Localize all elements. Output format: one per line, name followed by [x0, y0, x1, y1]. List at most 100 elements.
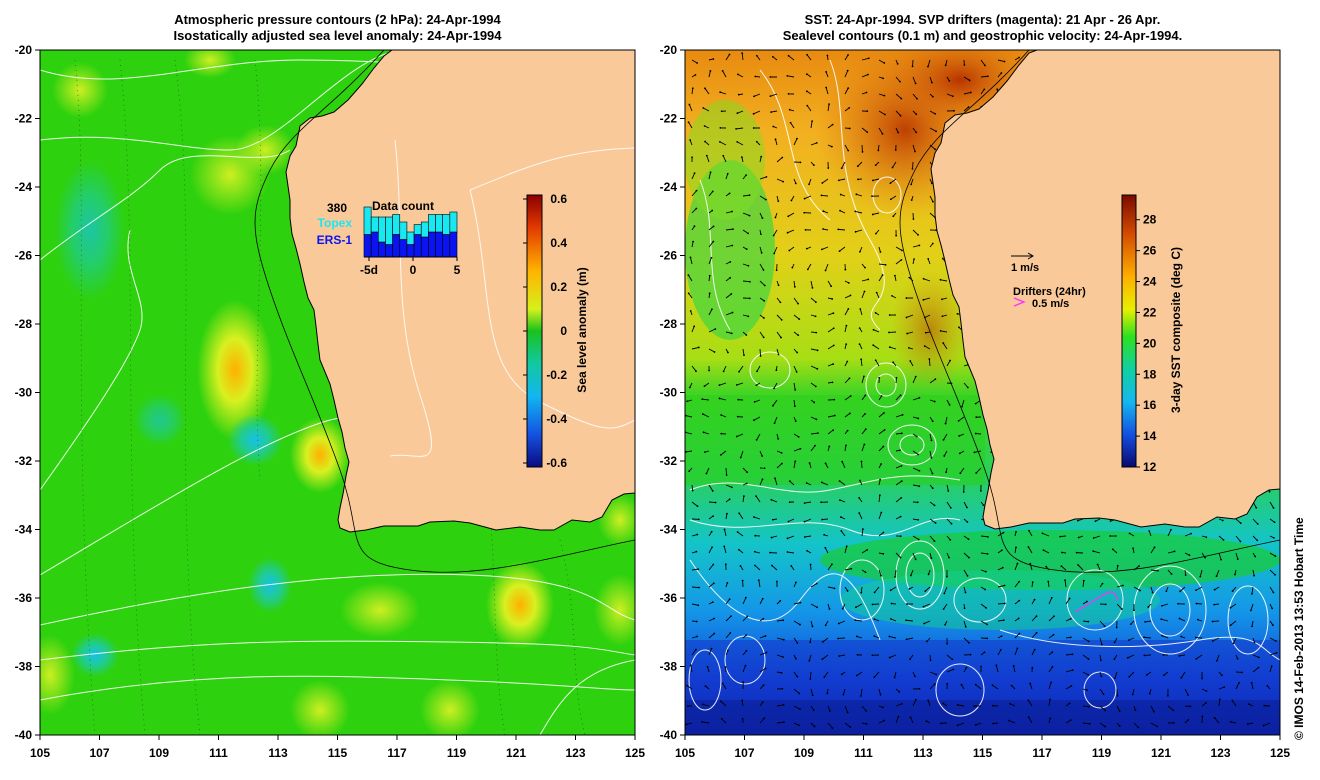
velocity-arrow	[1235, 518, 1242, 524]
velocity-arrow	[793, 297, 799, 304]
velocity-arrow-tip	[718, 384, 721, 387]
velocity-arrow-tip	[918, 485, 921, 488]
velocity-arrow	[737, 531, 744, 537]
left-xtick-label: 113	[268, 746, 288, 760]
velocity-arrow	[1082, 637, 1090, 642]
velocity-arrow	[1218, 552, 1222, 560]
velocity-arrow	[876, 292, 880, 299]
velocity-arrow-tip	[769, 95, 772, 98]
velocity-arrow-tip	[931, 420, 934, 423]
ers1-count-bar	[392, 234, 401, 258]
velocity-arrow	[725, 293, 732, 299]
velocity-arrow-tip	[696, 533, 699, 536]
velocity-arrow-tip	[899, 535, 902, 538]
velocity-arrow-tip	[882, 531, 885, 534]
velocity-arrow	[756, 433, 761, 441]
velocity-arrow-tip	[1162, 674, 1165, 677]
topex-count-bar	[442, 214, 451, 235]
velocity-arrow	[1233, 637, 1237, 644]
velocity-arrow	[929, 450, 932, 458]
velocity-arrow-tip	[1161, 604, 1163, 607]
velocity-arrow-tip	[895, 234, 898, 237]
velocity-arrow	[741, 700, 744, 707]
velocity-arrow-tip	[720, 717, 723, 720]
velocity-arrow	[1060, 535, 1067, 538]
velocity-arrow-tip	[909, 716, 912, 719]
velocity-arrow-tip	[934, 148, 937, 151]
right-ytick-label: -28	[660, 317, 678, 331]
velocity-arrow-tip	[1222, 538, 1225, 541]
velocity-arrow-tip	[773, 387, 775, 390]
velocity-arrow-tip	[780, 451, 783, 454]
velocity-arrow-tip	[917, 538, 920, 541]
velocity-arrow	[810, 416, 817, 420]
velocity-arrow	[793, 671, 798, 677]
velocity-arrow-tip	[821, 658, 824, 661]
velocity-arrow	[721, 718, 727, 724]
velocity-arrow-tip	[770, 536, 773, 539]
velocity-arrow	[759, 717, 765, 724]
velocity-arrow	[1082, 705, 1089, 708]
velocity-arrow-tip	[763, 284, 766, 287]
velocity-arrow-tip	[811, 286, 814, 289]
right-ytick-label: -22	[660, 112, 678, 126]
velocity-arrow	[841, 161, 846, 169]
velocity-arrow-tip	[825, 70, 828, 73]
velocity-arrow-tip	[934, 522, 937, 524]
velocity-arrow-tip	[755, 495, 758, 498]
velocity-arrow-tip	[1031, 666, 1034, 669]
velocity-arrow-tip	[728, 192, 731, 195]
velocity-arrow	[946, 360, 951, 367]
velocity-arrow	[708, 257, 712, 265]
velocity-arrow-tip	[791, 266, 794, 269]
velocity-arrow-tip	[1172, 709, 1175, 712]
velocity-arrow	[793, 365, 798, 373]
velocity-arrow-tip	[794, 182, 797, 185]
velocity-arrow-tip	[924, 331, 927, 334]
velocity-arrow-tip	[1241, 671, 1243, 674]
velocity-arrow-tip	[943, 455, 946, 457]
velocity-arrow-tip	[805, 482, 808, 484]
velocity-arrow-tip	[736, 140, 739, 143]
velocity-arrow-tip	[917, 417, 920, 420]
velocity-arrow	[691, 59, 698, 64]
velocity-arrow	[725, 54, 730, 61]
velocity-arrow-tip	[1016, 647, 1019, 650]
velocity-arrow-tip	[933, 683, 936, 685]
velocity-arrow-tip	[738, 512, 741, 515]
velocity-arrow-tip	[816, 606, 818, 609]
velocity-arrow	[1195, 654, 1203, 660]
velocity-arrow-tip	[687, 705, 689, 707]
velocity-arrow	[1167, 550, 1175, 554]
sla-colorbar-label: Sea level anomaly (m)	[575, 267, 589, 392]
velocity-arrow-tip	[965, 666, 968, 669]
velocity-arrow	[878, 532, 884, 537]
velocity-arrow	[790, 122, 795, 129]
velocity-arrow-tip	[1201, 677, 1203, 680]
velocity-arrow	[929, 110, 936, 115]
velocity-arrow	[856, 193, 863, 197]
velocity-arrow-tip	[914, 375, 917, 378]
velocity-arrow-tip	[796, 642, 799, 644]
velocity-arrow-tip	[775, 369, 778, 372]
ers1-count-bar	[428, 231, 436, 258]
velocity-arrow-tip	[1270, 665, 1273, 668]
velocity-arrow-tip	[1113, 658, 1116, 661]
velocity-arrow	[980, 603, 987, 609]
velocity-arrow-tip	[865, 91, 868, 94]
velocity-arrow-tip	[1180, 635, 1183, 638]
velocity-arrow-tip	[1230, 720, 1232, 723]
velocity-arrow-tip	[1262, 724, 1265, 727]
velocity-arrow-tip	[762, 269, 765, 271]
velocity-arrow-tip	[755, 438, 758, 441]
velocity-legend: 1 m/s Drifters (24hr) 0.5 m/s	[1011, 252, 1086, 310]
velocity-arrow-tip	[877, 149, 880, 152]
velocity-arrow	[861, 376, 865, 384]
velocity-arrow-tip	[854, 619, 857, 622]
velocity-arrow-tip	[755, 140, 758, 143]
velocity-arrow	[838, 228, 846, 231]
velocity-arrow-tip	[974, 402, 977, 405]
data-count-title: Data count	[372, 199, 434, 213]
velocity-arrow-tip	[808, 659, 811, 662]
